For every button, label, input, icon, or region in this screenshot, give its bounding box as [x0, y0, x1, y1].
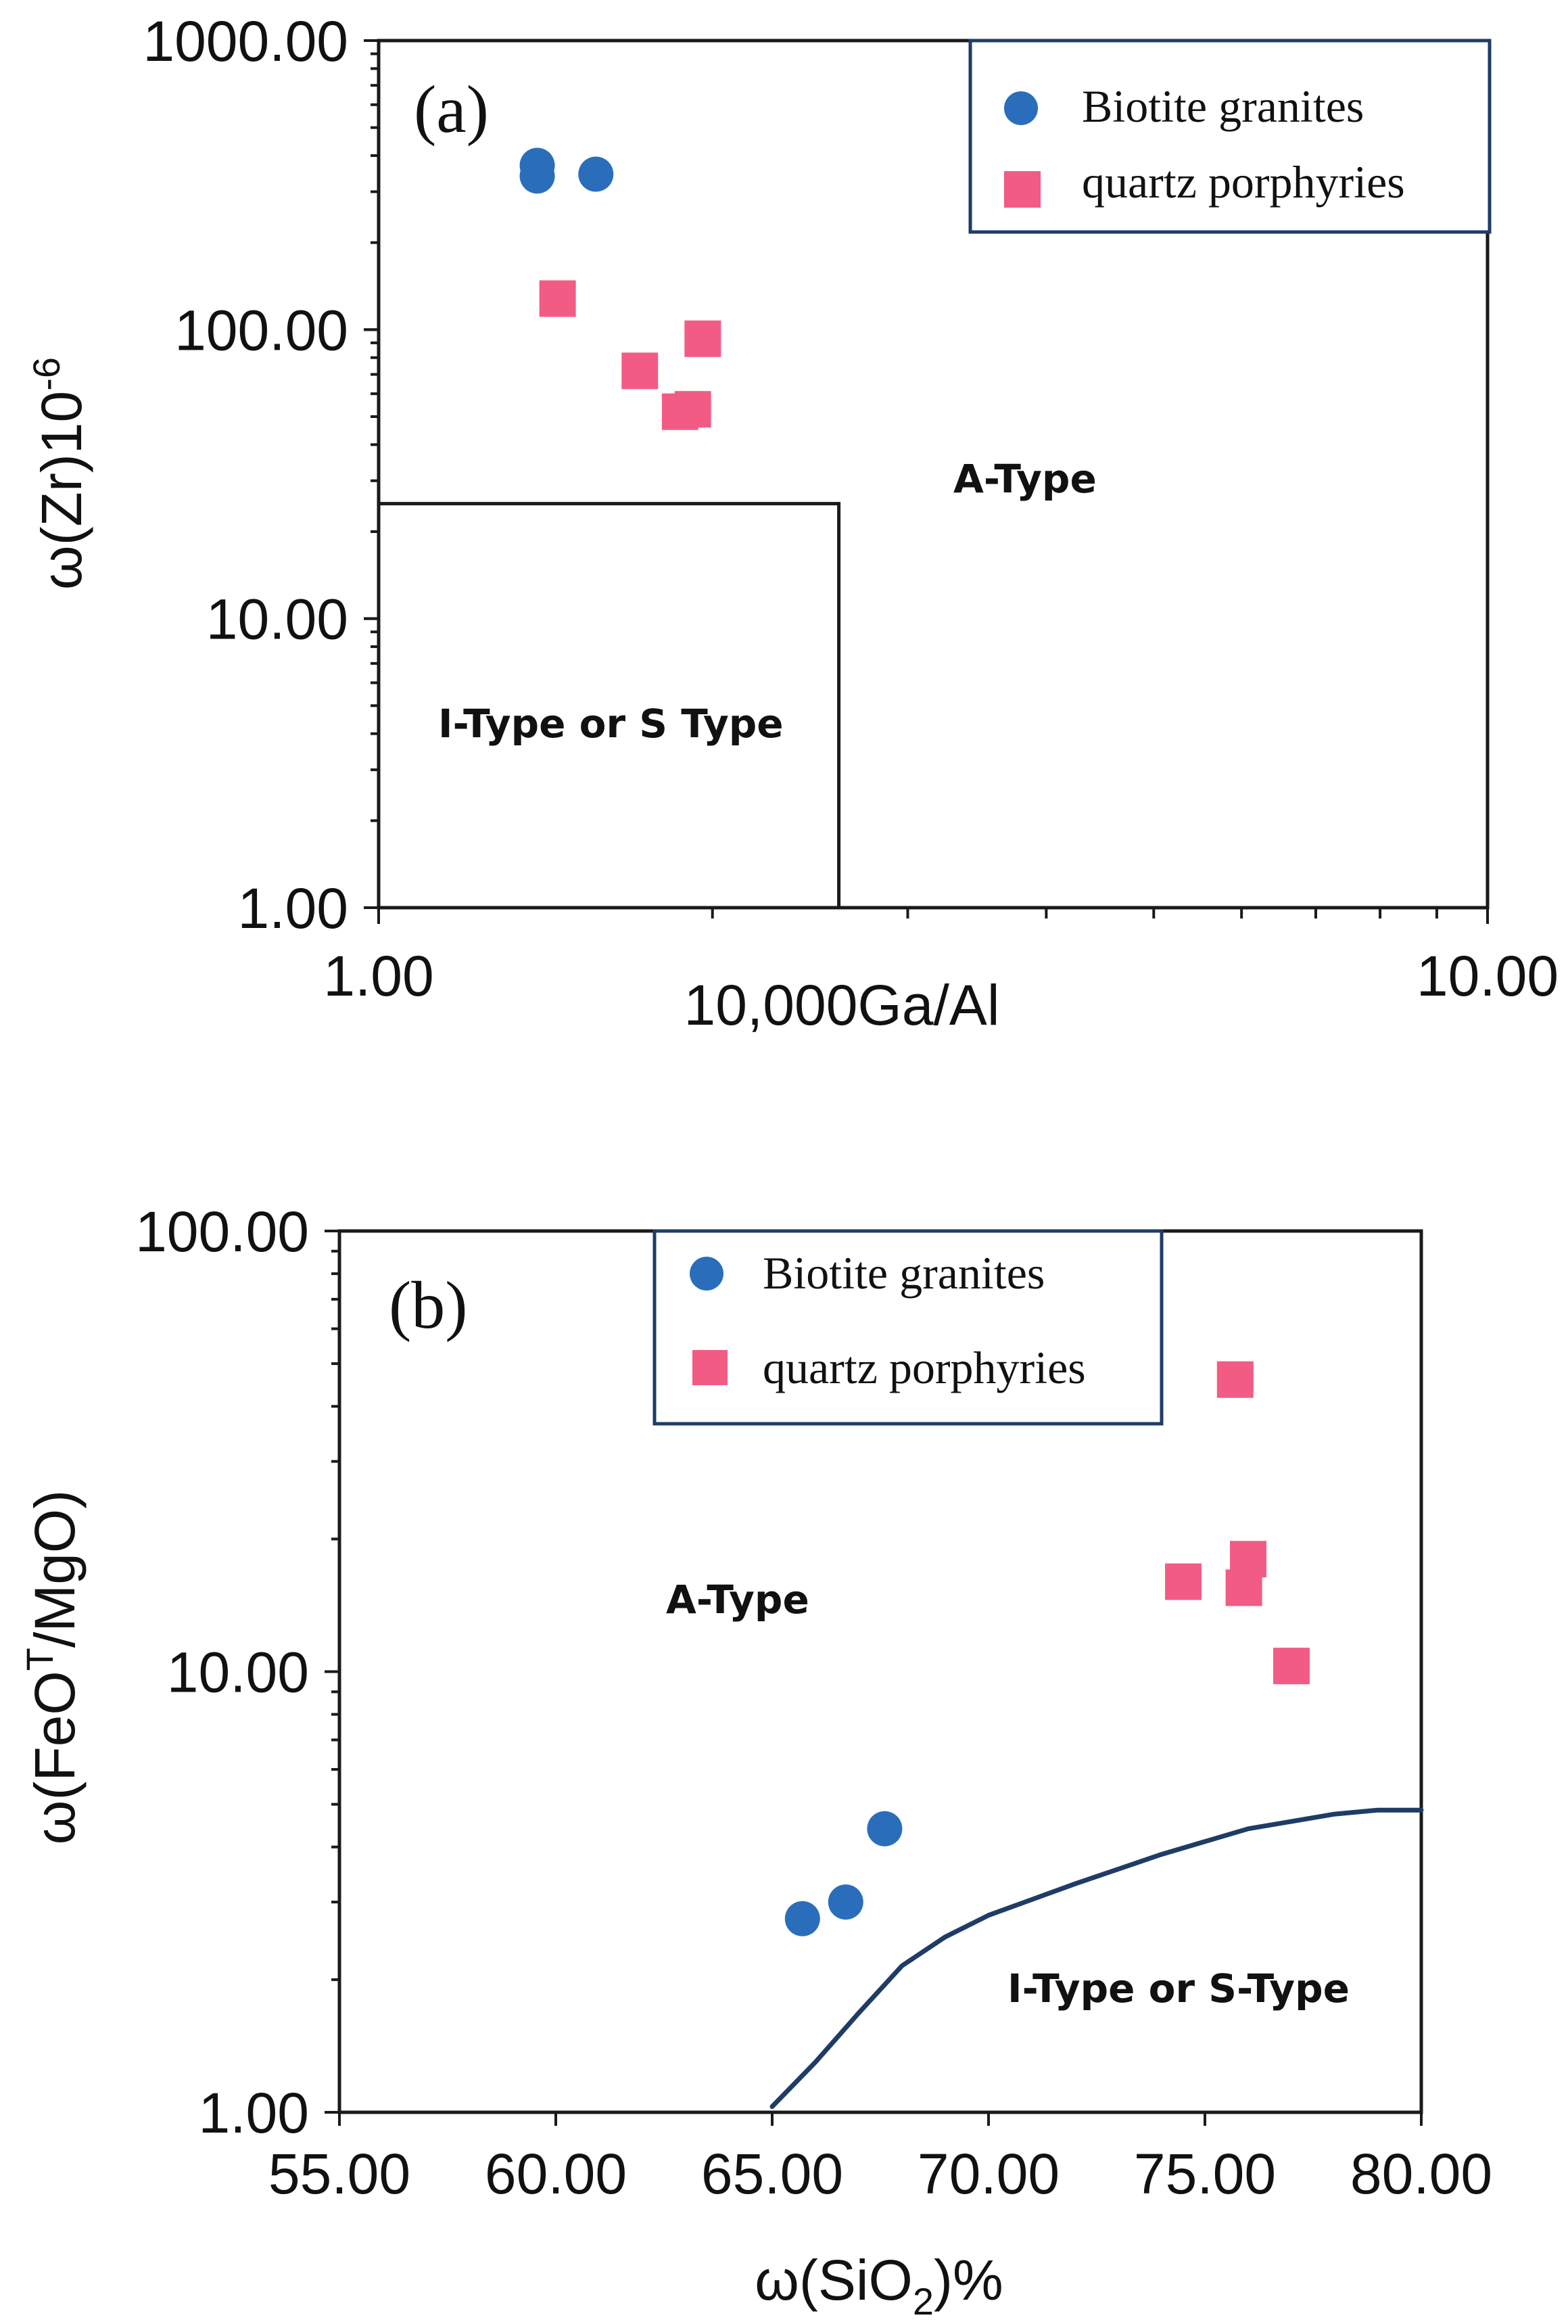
panel-a-legend-label-quartz-porphyries: quartz porphyries	[1082, 156, 1405, 208]
panel-b-x-tick-label: 65.00	[701, 2142, 843, 2206]
panel-b-x-tick-label: 75.00	[1134, 2142, 1276, 2206]
panel-a-legend-box	[968, 39, 1492, 234]
panel-a-label: (a)	[414, 72, 489, 147]
panel-a-chart: 1.00 10.00 100.00 1000.00 1.00 10.00 (a) A-Ty…	[25, 9, 1559, 1037]
panel-b-point-quartz-porphyries	[1165, 1563, 1202, 1600]
panel-a-point-biotite-granites	[519, 158, 555, 194]
panel-b-y-tick-label: 1.00	[199, 2081, 310, 2145]
panel-b-legend-box	[652, 1229, 1164, 1426]
panel-a-y-axis-title: ω(Zr)10-6	[25, 357, 93, 590]
panel-a-region-i-or-s-type: I-Type or S Type	[438, 701, 784, 747]
panel-a-tick-labels: 1.00 10.00 100.00 1000.00 1.00 10.00	[143, 9, 1559, 1008]
panel-b-x-tick-label: 70.00	[918, 2142, 1060, 2206]
panel-a-region-a-type: A-Type	[953, 456, 1097, 502]
panel-b-x-axis-title: ω(SiO2)%	[755, 2248, 1003, 2321]
panel-a-y-tick-label: 1000.00	[143, 9, 348, 73]
panel-b-tick-labels: 1.00 10.00 100.00 55.00 60.00 65.00 70.00 75.00…	[135, 1200, 1492, 2206]
panel-a-legend-label-biotite-granites: Biotite granites	[1082, 80, 1364, 132]
panel-b-x-tick-label: 55.00	[268, 2142, 410, 2206]
panel-a-y-tick-label: 10.00	[206, 588, 348, 651]
panel-b-legend-marker-quartz-porphyries	[692, 1350, 728, 1385]
panel-a-legend: Biotite granites quartz porphyries	[968, 39, 1492, 234]
panel-b-point-biotite-granites	[828, 1884, 863, 1920]
panel-b-legend: Biotite granites quartz porphyries	[652, 1229, 1164, 1426]
panel-a-legend-marker-biotite-granites	[1004, 91, 1038, 125]
panel-a-point-biotite-granites	[578, 156, 614, 192]
panel-a-y-tick-label: 100.00	[174, 298, 348, 362]
panel-b-x-tick-label: 60.00	[485, 2142, 627, 2206]
panel-a-y-axis-title-main: ω(Zr)10	[30, 391, 93, 590]
panel-a-point-quartz-porphyries	[539, 280, 576, 317]
panel-a-region-boundaries	[379, 502, 841, 908]
panel-b-label: (b)	[389, 1268, 468, 1343]
panel-b-point-quartz-porphyries	[1216, 1361, 1254, 1398]
panel-a-x-axis-title: 10,000Ga/Al	[684, 973, 999, 1037]
panel-a-x-tick-label: 10.00	[1417, 944, 1559, 1008]
panel-b-y-tick-label: 10.00	[167, 1641, 309, 1704]
panel-b-region-i-or-s-type: I-Type or S-Type	[1007, 1966, 1350, 2012]
panel-b-y-axis-title-main: ω(FeO	[23, 1671, 87, 1844]
panel-b-x-axis-title-main: ω(SiO	[755, 2248, 913, 2312]
panel-b-point-biotite-granites	[867, 1811, 903, 1846]
panel-a-x-tick-label: 1.00	[323, 944, 434, 1008]
panel-a-plot-frame	[377, 39, 1490, 910]
panel-b-legend-label-biotite-granites: Biotite granites	[763, 1247, 1045, 1299]
panel-b-point-quartz-porphyries	[1230, 1541, 1266, 1578]
panel-b-y-axis-title: ω(FeOT/MgO)	[18, 1490, 87, 1844]
panel-b-point-quartz-porphyries	[1273, 1648, 1310, 1685]
panel-b-x-axis-title-subscript: 2	[913, 2280, 934, 2321]
panel-a-y-axis-title-superscript: -6	[25, 357, 68, 391]
panel-b-data-points	[784, 1361, 1310, 1936]
panel-a-region-boundary	[379, 502, 841, 908]
panel-a-point-quartz-porphyries	[684, 320, 721, 357]
panel-b-y-axis-title-tail: /MgO)	[23, 1490, 87, 1648]
panel-b-legend-label-quartz-porphyries: quartz porphyries	[763, 1342, 1086, 1393]
panel-b-region-a-type: A-Type	[666, 1577, 809, 1623]
panel-b-x-axis-title-tail: )%	[934, 2248, 1003, 2312]
panel-b-boundary-curve	[769, 1807, 1424, 2110]
panel-b-legend-marker-biotite-granites	[690, 1257, 723, 1291]
panel-a-y-tick-label: 1.00	[238, 877, 349, 940]
panel-b-chart: 1.00 10.00 100.00 55.00 60.00 65.00 70.00 75.00…	[18, 1200, 1492, 2323]
panel-b-y-axis-title-superscript: T	[18, 1648, 61, 1671]
panel-b-x-tick-label: 80.00	[1350, 2142, 1492, 2206]
panel-a-data-points	[519, 147, 721, 430]
panel-b-y-tick-label: 100.00	[135, 1200, 309, 1263]
panel-a-legend-marker-quartz-porphyries	[1004, 171, 1041, 208]
panel-a-point-quartz-porphyries	[674, 391, 711, 428]
panel-a-point-quartz-porphyries	[621, 352, 659, 390]
panel-b-point-biotite-granites	[784, 1901, 820, 1936]
